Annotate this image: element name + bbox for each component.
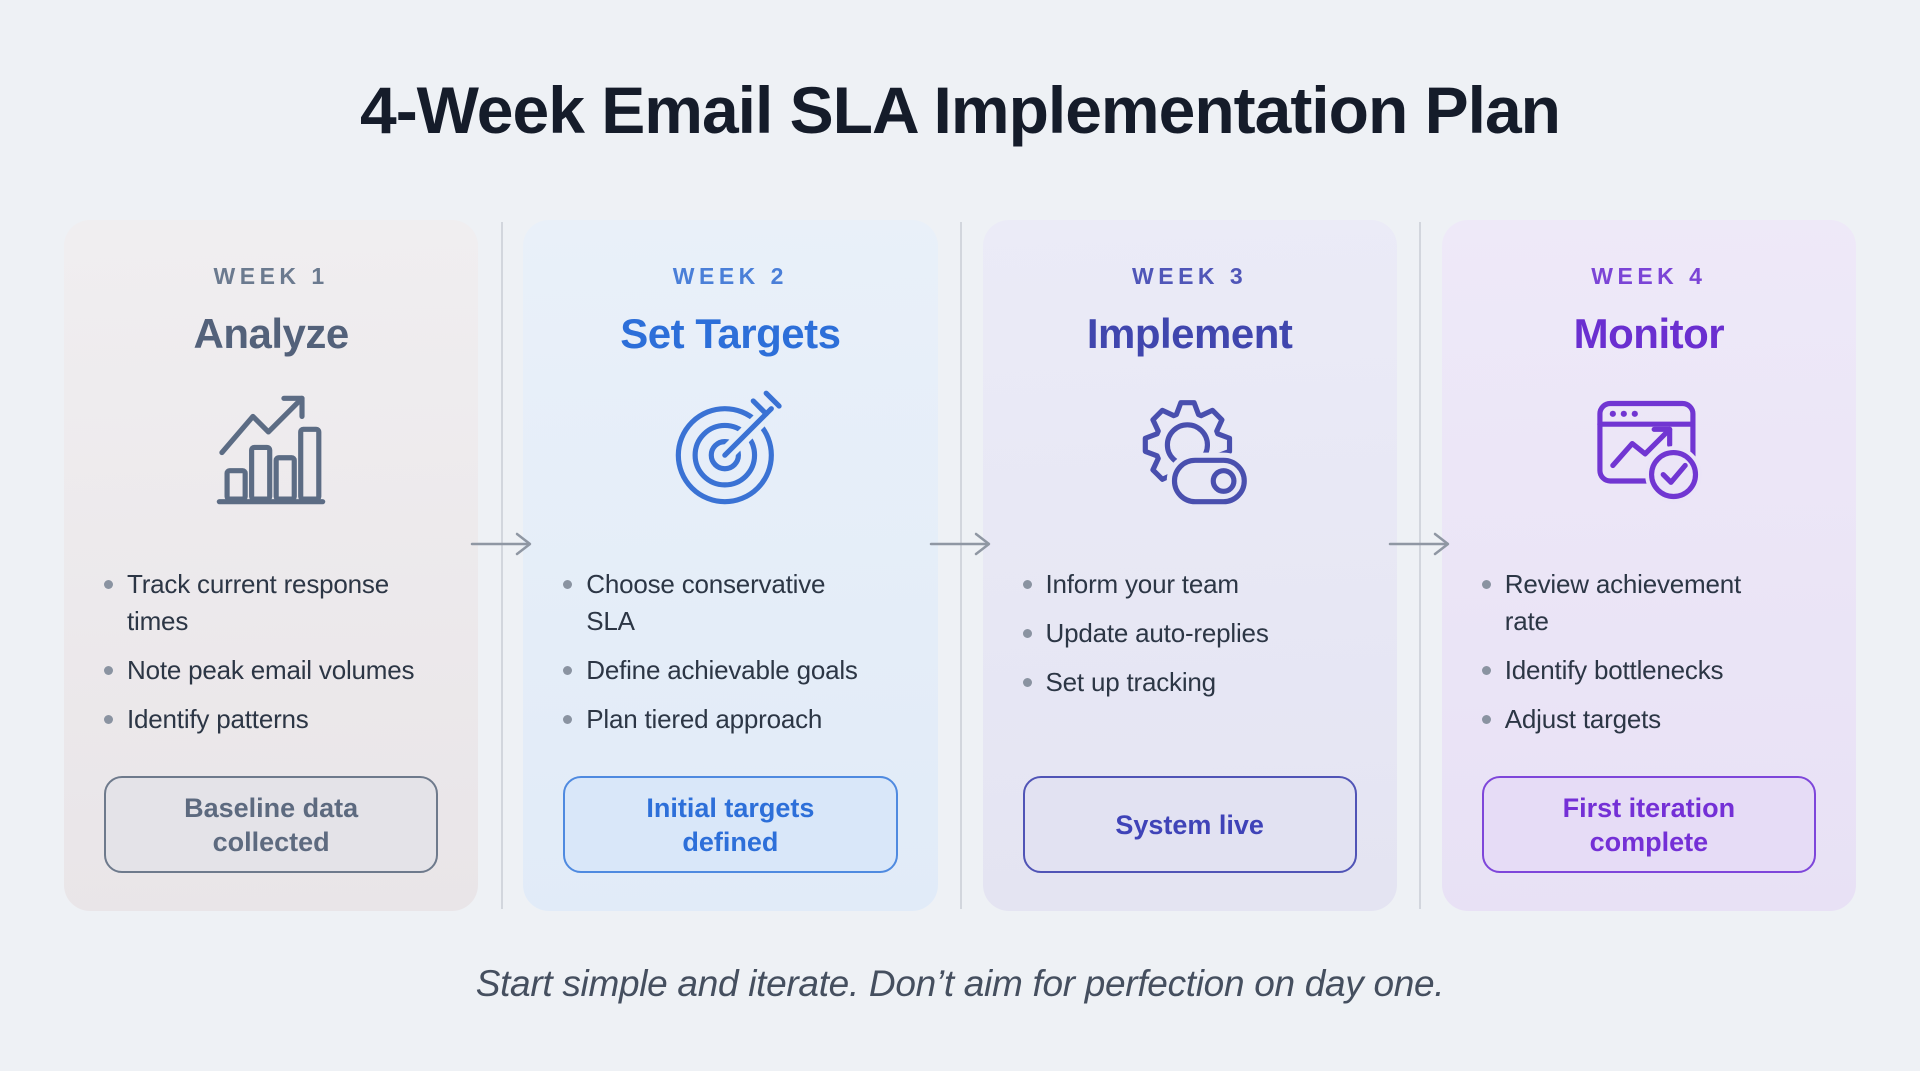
checklist-item: Plan tiered approach [563,701,897,738]
bullet-dot [1481,666,1491,675]
monitor-check-icon [1482,388,1816,512]
bullet-dot [563,715,573,724]
divider-line [1419,222,1421,909]
divider-line [960,222,963,909]
gear-toggle-icon [1023,388,1357,512]
bullet-dot [1481,715,1491,724]
weeks-board: WEEK 1 Analyze Track current response ti… [64,220,1856,911]
bullet-dot [104,666,113,675]
checklist-item: Note peak email volumes [104,652,438,689]
week-card-set-targets: WEEK 2 Set Targets Choose conservative S… [523,220,938,911]
week-card-implement: WEEK 3 Implement Inform your team Update… [982,220,1397,911]
checklist-item: Inform your team [1022,566,1357,603]
page-title: 4-Week Email SLA Implementation Plan [360,73,1561,147]
checklist-item: Track current response times [104,566,438,640]
milestone-badge: Baseline data collected [104,776,439,873]
bullet-dot [563,580,573,589]
bullet-dot [1022,580,1032,589]
divider-line [500,222,503,909]
bar-chart-trend-icon [104,388,438,512]
week-label: WEEK 4 [1591,263,1707,289]
checklist-item: Set up tracking [1022,664,1357,701]
week-title: Analyze [193,310,350,357]
milestone-badge: First iteration complete [1481,776,1816,873]
checklist: Review achievement rate Identify bottlen… [1481,566,1816,750]
footer-quote: Start simple and iterate. Don’t aim for … [475,963,1445,1004]
checklist-item: Update auto-replies [1022,615,1357,652]
bullet-dot [563,666,573,675]
arrow-right-icon [470,532,532,556]
bullet-dot [104,715,113,724]
checklist-item: Choose conservative SLA [563,566,897,640]
checklist-item: Identify bottlenecks [1481,652,1816,689]
checklist: Inform your team Update auto-replies Set… [1022,566,1357,713]
checklist: Track current response times Note peak e… [104,566,438,750]
milestone-badge: Initial targets defined [563,776,898,873]
checklist-item: Adjust targets [1481,701,1816,738]
week-card-monitor: WEEK 4 Monitor [1441,220,1856,911]
bullet-dot [1022,678,1032,687]
bullet-dot [104,580,113,589]
bullet-dot [1481,580,1491,589]
checklist-item: Review achievement rate [1481,566,1816,640]
week-label: WEEK 1 [213,263,329,289]
arrow-right-icon [1388,532,1450,556]
week-title: Monitor [1573,310,1725,357]
week-label: WEEK 3 [1132,263,1248,289]
bullet-dot [1022,629,1032,638]
checklist-item: Define achievable goals [563,652,897,689]
milestone-badge: System live [1022,776,1357,873]
week-label: WEEK 2 [672,263,788,289]
week-card-analyze: WEEK 1 Analyze Track current response ti… [64,220,479,911]
week-title: Set Targets [620,310,841,357]
target-dart-icon [563,388,897,512]
arrow-right-icon [929,532,991,556]
checklist-item: Identify patterns [104,701,438,738]
checklist: Choose conservative SLA Define achievabl… [563,566,897,750]
week-title: Implement [1086,310,1293,357]
